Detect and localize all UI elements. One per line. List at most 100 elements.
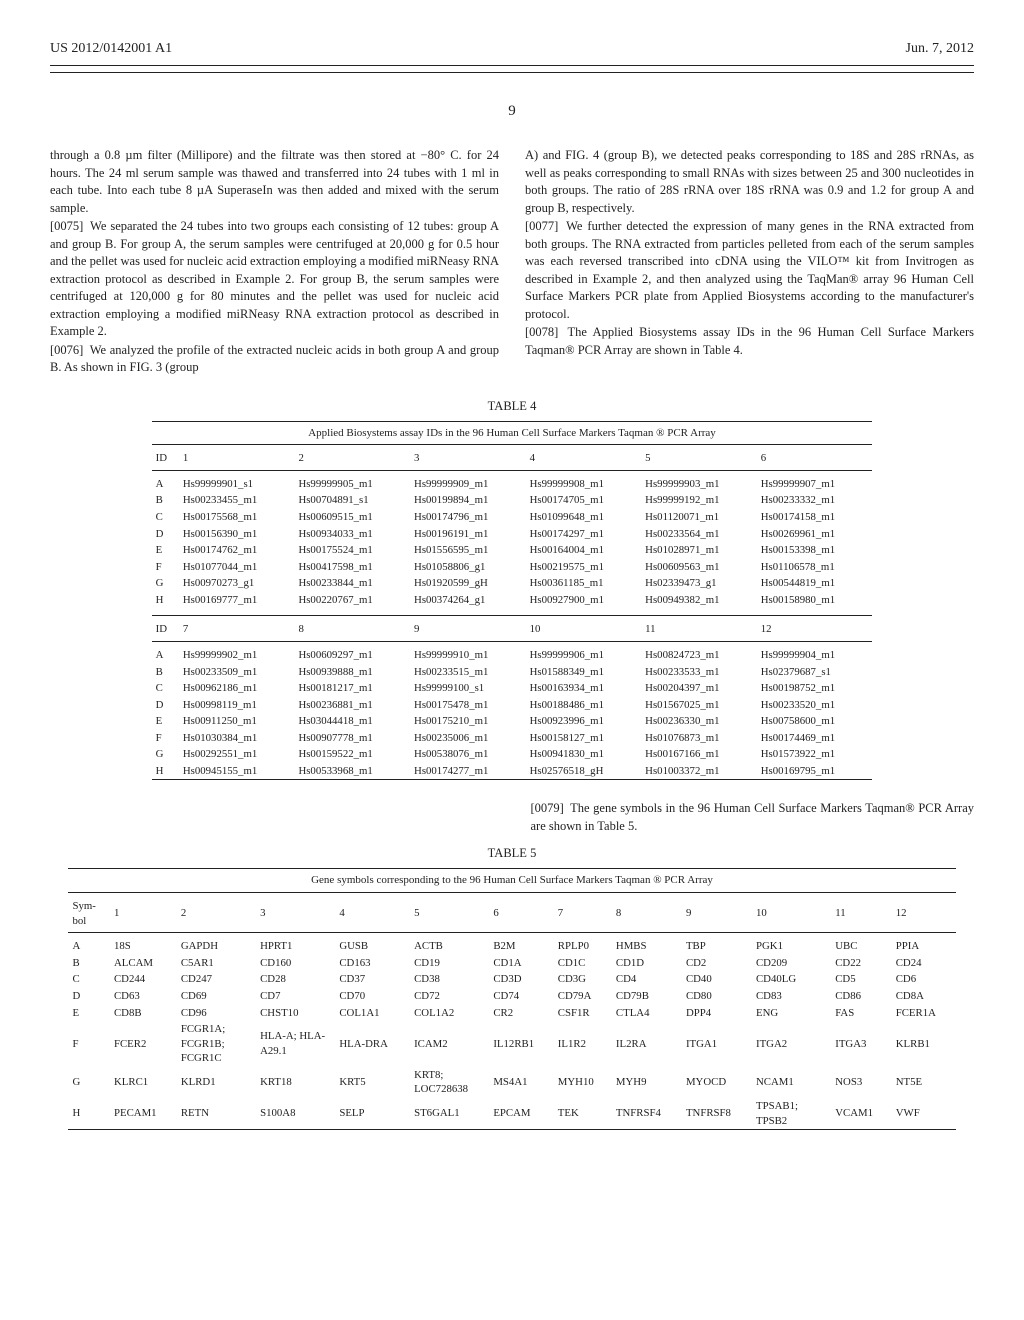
cell: Hs00927900_m1 [526,592,642,609]
cell: Hs00153398_m1 [757,542,873,559]
col-head: 2 [177,893,256,933]
cell: Hs00945155_m1 [179,763,295,780]
cell: Hs00233520_m1 [757,697,873,714]
body-columns: through a 0.8 µm filter (Millipore) and … [50,147,974,378]
cell: B [152,664,179,681]
cell: Hs00417598_m1 [294,559,410,576]
cell: VWF [892,1098,956,1130]
cell: GAPDH [177,933,256,955]
cell: Hs00233515_m1 [410,664,526,681]
para-0076: [0076] We analyzed the profile of the ex… [50,342,499,377]
table5: TABLE 5 Gene symbols corresponding to th… [68,845,955,1130]
cell: CD79A [554,988,612,1005]
cell: IL1R2 [554,1021,612,1067]
table-row: CHs00175568_m1Hs00609515_m1Hs00174796_m1… [152,509,873,526]
cell: CD7 [256,988,335,1005]
cell: Hs00156390_m1 [179,526,295,543]
cell: RPLP0 [554,933,612,955]
cell: S100A8 [256,1098,335,1130]
cell: NT5E [892,1067,956,1098]
para-text: The gene symbols in the 96 Human Cell Su… [530,801,974,833]
cell: CD40LG [752,971,831,988]
col-head: ID [152,616,179,642]
cell: Hs00174796_m1 [410,509,526,526]
cell: KRT8; LOC728638 [410,1067,489,1098]
cell: PECAM1 [110,1098,177,1130]
cell: Hs00174277_m1 [410,763,526,780]
left-column: through a 0.8 µm filter (Millipore) and … [50,147,499,378]
cell: CD83 [752,988,831,1005]
cell: FCER2 [110,1021,177,1067]
cell: Hs00907778_m1 [294,730,410,747]
cell: Hs99999907_m1 [757,470,873,492]
table-row: GHs00292551_m1Hs00159522_m1Hs00538076_m1… [152,746,873,763]
cell: C5AR1 [177,955,256,972]
table-row: EHs00174762_m1Hs00175524_m1Hs01556595_m1… [152,542,873,559]
cell: Hs00163934_m1 [526,680,642,697]
cell: KRT18 [256,1067,335,1098]
cell: Hs01076873_m1 [641,730,757,747]
cell: Hs01588349_m1 [526,664,642,681]
cell: D [152,526,179,543]
cell: CD38 [410,971,489,988]
cell: Hs00236881_m1 [294,697,410,714]
cell: ACTB [410,933,489,955]
table-row: AHs99999901_s1Hs99999905_m1Hs99999909_m1… [152,470,873,492]
para-text: The Applied Biosystems assay IDs in the … [525,325,974,357]
cell: Hs00175568_m1 [179,509,295,526]
para-0079: [0079] The gene symbols in the 96 Human … [530,800,974,835]
cell: EPCAM [489,1098,553,1130]
cell: C [152,680,179,697]
cell: CD28 [256,971,335,988]
cell: Hs99999100_s1 [410,680,526,697]
cell: CD1A [489,955,553,972]
cell: E [152,542,179,559]
cell: CD209 [752,955,831,972]
table-row: CHs00962186_m1Hs00181217_m1Hs99999100_s1… [152,680,873,697]
table-row: A18SGAPDHHPRT1GUSBACTBB2MRPLP0HMBSTBPPGK… [68,933,955,955]
cell: Hs00198752_m1 [757,680,873,697]
cell: H [152,592,179,609]
cell: CD86 [831,988,892,1005]
cell: Hs00174158_m1 [757,509,873,526]
cell: H [68,1098,109,1130]
cell: CTLA4 [612,1005,682,1022]
para-text: We separated the 24 tubes into two group… [50,219,499,338]
cell: Hs99999905_m1 [294,470,410,492]
cell: Hs00169777_m1 [179,592,295,609]
cell: TNFRSF4 [612,1098,682,1130]
col-head: 10 [526,616,642,642]
table-row: HHs00169777_m1Hs00220767_m1Hs00374264_g1… [152,592,873,609]
cell: TPSAB1; TPSB2 [752,1098,831,1130]
cell: Hs00196191_m1 [410,526,526,543]
col-head: 1 [179,445,295,470]
cell: CD244 [110,971,177,988]
cell: DPP4 [682,1005,752,1022]
cell: Hs01106578_m1 [757,559,873,576]
cell: Hs01028971_m1 [641,542,757,559]
cell: C [68,971,109,988]
cell: TBP [682,933,752,955]
cell: Hs99999910_m1 [410,641,526,663]
cell: Hs00544819_m1 [757,575,873,592]
para-num: [0075] [50,219,83,233]
cell: F [152,559,179,576]
cell: CD74 [489,988,553,1005]
table-row: GHs00970273_g1Hs00233844_m1Hs01920599_gH… [152,575,873,592]
cell: Hs02576518_gH [526,763,642,780]
para-0078: [0078] The Applied Biosystems assay IDs … [525,324,974,359]
cell: SELP [335,1098,410,1130]
cell: B [152,492,179,509]
cell: Hs99999906_m1 [526,641,642,663]
cell: HLA-DRA [335,1021,410,1067]
cell: Hs01099648_m1 [526,509,642,526]
para-0075: [0075] We separated the 24 tubes into tw… [50,218,499,341]
table5-label: TABLE 5 [68,845,955,862]
cell: CD247 [177,971,256,988]
cell: E [152,713,179,730]
cell: E [68,1005,109,1022]
cell: Hs01120071_m1 [641,509,757,526]
cell: CD69 [177,988,256,1005]
patent-header: US 2012/0142001 A1 Jun. 7, 2012 [50,40,974,66]
col-head: 6 [757,445,873,470]
